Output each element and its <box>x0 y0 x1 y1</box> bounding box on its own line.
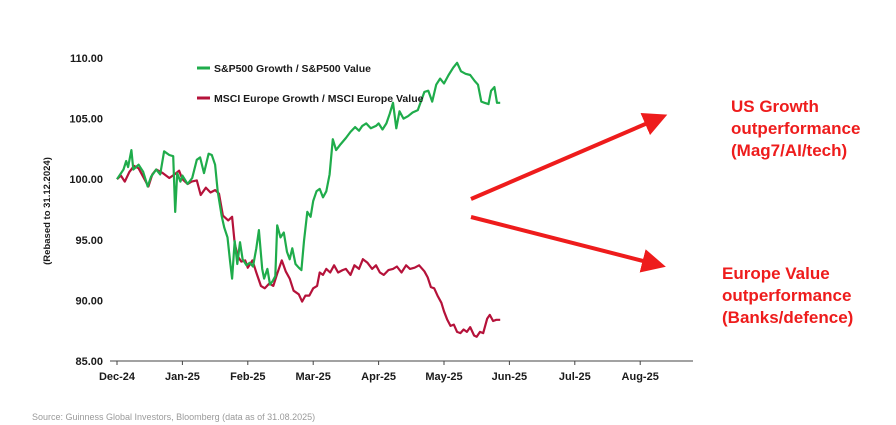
x-tick-label: Apr-25 <box>361 371 396 383</box>
legend-label-sp500: S&P500 Growth / S&P500 Value <box>214 63 371 75</box>
x-tick-label: Aug-25 <box>622 371 659 383</box>
annotation-europe-value-line2: outperformance <box>722 286 851 305</box>
y-tick-label: 105.00 <box>69 114 103 126</box>
y-tick-label: 95.00 <box>75 235 103 247</box>
annotation-europe-value-line1: Europe Value <box>722 264 830 283</box>
x-tick-label: May-25 <box>425 371 462 383</box>
series-group <box>116 61 501 338</box>
y-tick-label: 100.00 <box>69 174 103 186</box>
series-line-msci-europe-growth-value <box>116 164 501 338</box>
annotation-europe-value: Europe Value outperformance (Banks/defen… <box>722 264 853 327</box>
legend-label-msci: MSCI Europe Growth / MSCI Europe Value <box>214 93 424 105</box>
y-tick-label: 110.00 <box>70 53 103 65</box>
x-tick-label: Mar-25 <box>295 371 330 383</box>
arrow-up <box>470 113 668 201</box>
legend: S&P500 Growth / S&P500 Value MSCI Europe… <box>197 63 424 105</box>
x-tick-label: Jun-25 <box>492 371 527 383</box>
annotation-us-growth: US Growth outperformance (Mag7/AI/tech) <box>731 97 860 160</box>
arrow-down <box>470 215 666 273</box>
annotation-us-growth-line2: outperformance <box>731 119 860 138</box>
annotation-europe-value-line3: (Banks/defence) <box>722 308 853 327</box>
x-tick-label: Dec-24 <box>99 371 136 383</box>
y-axis: 85.00 90.00 95.00 100.00 105.00 110.00 <box>69 53 103 368</box>
x-tick-label: Feb-25 <box>230 371 265 383</box>
y-tick-label: 90.00 <box>75 295 103 307</box>
annotation-us-growth-line1: US Growth <box>731 97 819 116</box>
series-line-sp500-growth-value <box>116 61 501 286</box>
x-tick-label: Jan-25 <box>165 371 200 383</box>
y-axis-title: (Rebased to 31.12.2024) <box>42 157 53 265</box>
x-axis: Dec-24 Jan-25 Feb-25 Mar-25 Apr-25 May-25 Jun-… <box>99 361 659 383</box>
x-tick-label: Jul-25 <box>559 371 591 383</box>
annotation-us-growth-line3: (Mag7/AI/tech) <box>731 141 847 160</box>
y-tick-label: 85.00 <box>75 356 103 368</box>
source-note: Source: Guinness Global Investors, Bloom… <box>32 412 315 422</box>
